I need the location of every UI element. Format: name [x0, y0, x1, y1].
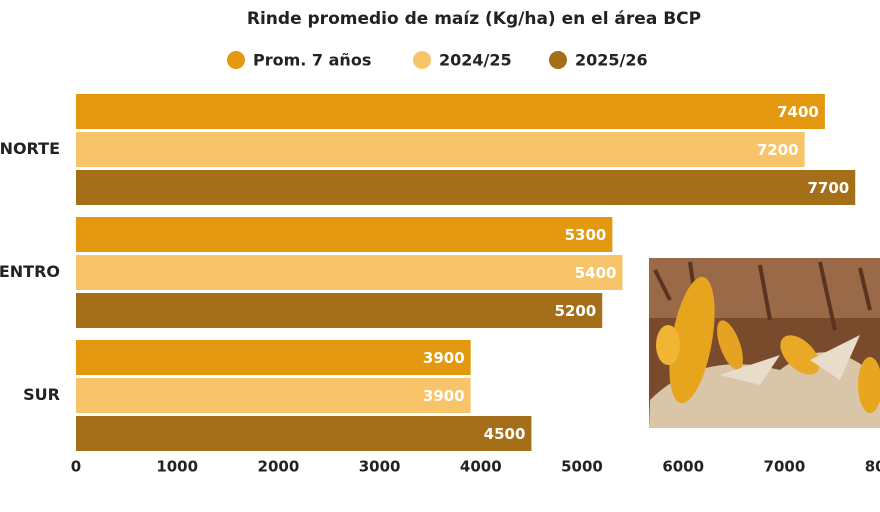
legend-label: 2024/25 — [439, 51, 512, 70]
value-label: 3900 — [423, 387, 465, 405]
bar — [76, 378, 471, 413]
value-label: 4500 — [484, 425, 526, 443]
value-label: 7700 — [807, 179, 849, 197]
value-label: 5300 — [565, 226, 607, 244]
value-label: 5200 — [554, 302, 596, 320]
legend-swatch — [549, 51, 567, 69]
chart-title: Rinde promedio de maíz (Kg/ha) en el áre… — [247, 9, 701, 29]
x-tick-label: 4000 — [460, 458, 502, 476]
value-label: 7200 — [757, 141, 799, 159]
bar — [76, 94, 825, 129]
bar — [76, 217, 613, 252]
x-tick-label: 3000 — [359, 458, 401, 476]
bar — [76, 416, 532, 451]
legend-swatch — [227, 51, 245, 69]
value-label: 3900 — [423, 349, 465, 367]
x-tick-label: 6000 — [662, 458, 704, 476]
x-tick-label: 0 — [71, 458, 81, 476]
y-tick-label: SUR — [23, 385, 60, 404]
bar — [76, 132, 805, 167]
x-tick-label: 2000 — [258, 458, 300, 476]
value-label: 7400 — [777, 103, 819, 121]
legend-label: Prom. 7 años — [253, 51, 371, 70]
x-tick-label: 5000 — [561, 458, 603, 476]
bar — [76, 340, 471, 375]
photo — [649, 258, 880, 428]
x-tick-label: 1000 — [156, 458, 198, 476]
y-tick-label: NORTE — [0, 139, 60, 158]
bar — [76, 293, 603, 328]
bar — [76, 170, 856, 205]
x-tick-label: 7000 — [764, 458, 806, 476]
bar — [76, 255, 623, 290]
legend-label: 2025/26 — [575, 51, 648, 70]
x-tick-label: 8000 — [865, 458, 880, 476]
y-tick-label: CENTRO — [0, 262, 60, 281]
legend-swatch — [413, 51, 431, 69]
value-label: 5400 — [575, 264, 617, 282]
